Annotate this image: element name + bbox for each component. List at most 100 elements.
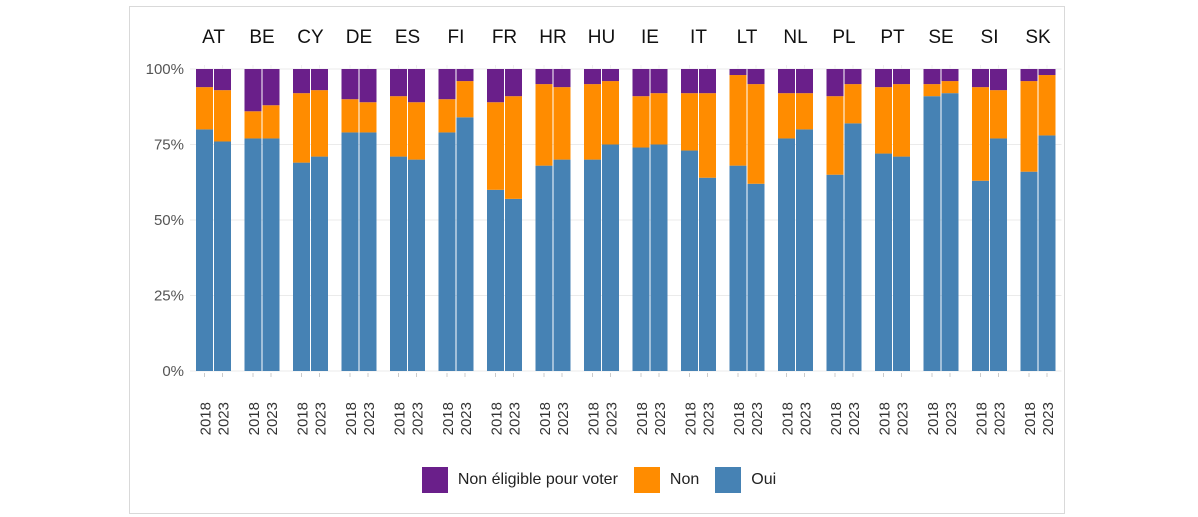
- bar-ie-2018-non: [632, 96, 650, 148]
- facet-label: AT: [202, 27, 225, 48]
- bar-se-2018-oui: [923, 96, 941, 372]
- bar-nl-2023-non: [796, 93, 813, 130]
- legend-label-non: Non: [669, 471, 700, 488]
- bar-lt-2018-non-ligible-pour-voter: [729, 69, 747, 76]
- x-tick-label: 2018: [925, 402, 942, 435]
- bar-fr-2018-non: [487, 102, 504, 190]
- facet-label: ES: [395, 27, 420, 48]
- bar-ie-2023-non-ligible-pour-voter: [650, 69, 668, 94]
- bar-lt-2018-oui: [729, 165, 747, 371]
- bar-fr-2018-non-ligible-pour-voter: [487, 69, 504, 103]
- facet-label: HU: [588, 27, 615, 48]
- bar-de-2018-oui: [341, 132, 359, 371]
- bar-se-2023-non-ligible-pour-voter: [941, 69, 959, 82]
- legend-label-oui: Oui: [751, 471, 777, 488]
- bar-sk-2023-non: [1038, 75, 1056, 136]
- x-tick-label: 2018: [198, 402, 215, 435]
- bar-hr-2023-non: [553, 87, 571, 160]
- bar-fr-2018-oui: [487, 189, 504, 371]
- bar-pt-2018-non: [875, 87, 892, 154]
- bar-nl-2018-non: [778, 93, 795, 139]
- x-tick-label: 2018: [731, 402, 748, 435]
- facet-label: SE: [928, 27, 953, 48]
- bar-cy-2018-non: [293, 93, 310, 163]
- x-tick-label: 2018: [683, 402, 700, 435]
- x-tick-label: 2018: [974, 402, 991, 435]
- bar-ie-2018-non-ligible-pour-voter: [632, 69, 650, 97]
- bar-cy-2023-non: [311, 90, 328, 157]
- facet-label: IT: [690, 27, 707, 48]
- bar-hu-2018-non: [584, 84, 601, 160]
- bar-it-2018-oui: [681, 150, 698, 371]
- bar-es-2018-oui: [390, 156, 407, 371]
- bar-fr-2023-oui: [505, 198, 522, 371]
- bar-hu-2018-non-ligible-pour-voter: [584, 69, 601, 85]
- legend-swatch-oui: [715, 467, 742, 493]
- x-tick-label: 2023: [458, 402, 475, 435]
- facet-label: HR: [539, 27, 566, 48]
- bar-se-2018-non-ligible-pour-voter: [923, 69, 941, 85]
- y-tick-label: 0%: [162, 363, 184, 380]
- x-tick-label: 2023: [846, 402, 863, 435]
- x-tick-label: 2018: [780, 402, 797, 435]
- x-tick-label: 2018: [1022, 402, 1039, 435]
- bar-lt-2023-non-ligible-pour-voter: [747, 69, 765, 85]
- facet-label: BE: [249, 27, 274, 48]
- y-tick-label: 75%: [154, 137, 184, 154]
- bar-sk-2018-non-ligible-pour-voter: [1020, 69, 1038, 82]
- x-tick-label: 2023: [652, 402, 669, 435]
- bar-ie-2023-oui: [650, 144, 668, 371]
- bar-de-2023-non-ligible-pour-voter: [359, 69, 377, 103]
- bar-de-2023-non: [359, 102, 377, 133]
- x-tick-label: 2023: [798, 402, 815, 435]
- x-tick-label: 2023: [604, 402, 621, 435]
- bar-it-2018-non-ligible-pour-voter: [681, 69, 698, 94]
- bar-si-2018-oui: [972, 180, 989, 371]
- facet-label: FI: [448, 27, 465, 48]
- bar-de-2023-oui: [359, 132, 377, 371]
- bar-de-2018-non-ligible-pour-voter: [341, 69, 359, 100]
- y-tick-label: 25%: [154, 288, 184, 305]
- bar-hu-2023-oui: [602, 144, 619, 371]
- bar-ie-2018-oui: [632, 147, 650, 371]
- bar-it-2018-non: [681, 93, 698, 151]
- bar-it-2023-oui: [699, 177, 716, 371]
- bar-si-2018-non-ligible-pour-voter: [972, 69, 989, 88]
- facet-label: LT: [737, 27, 758, 48]
- bar-cy-2018-non-ligible-pour-voter: [293, 69, 310, 94]
- bar-pl-2018-oui: [826, 174, 844, 371]
- bar-pl-2018-non-ligible-pour-voter: [826, 69, 844, 97]
- bar-pt-2018-non-ligible-pour-voter: [875, 69, 892, 88]
- bar-fr-2023-non-ligible-pour-voter: [505, 69, 522, 97]
- bar-fi-2018-oui: [438, 132, 456, 371]
- bar-pl-2018-non: [826, 96, 844, 175]
- bar-nl-2018-non-ligible-pour-voter: [778, 69, 795, 94]
- facet-label: SK: [1025, 27, 1051, 48]
- bar-hr-2023-non-ligible-pour-voter: [553, 69, 571, 88]
- x-tick-label: 2018: [392, 402, 409, 435]
- y-tick-label: 50%: [154, 212, 184, 229]
- x-tick-label: 2018: [586, 402, 603, 435]
- bar-hr-2018-non: [535, 84, 553, 166]
- x-tick-label: 2018: [877, 402, 894, 435]
- bar-be-2023-oui: [262, 138, 280, 371]
- legend-item-oui: Oui: [715, 467, 776, 493]
- facet-label: FR: [492, 27, 517, 48]
- facet-label: PT: [880, 27, 905, 48]
- bar-de-2018-non: [341, 99, 359, 133]
- bar-pl-2023-non: [844, 84, 862, 124]
- x-tick-label: 2023: [749, 402, 766, 435]
- bar-at-2018-non-ligible-pour-voter: [196, 69, 213, 88]
- bar-at-2023-non: [214, 90, 231, 142]
- bar-ie-2023-non: [650, 93, 668, 145]
- bar-se-2018-non: [923, 84, 941, 97]
- bar-sk-2018-non: [1020, 81, 1038, 172]
- bar-at-2023-non-ligible-pour-voter: [214, 69, 231, 91]
- bar-be-2018-oui: [244, 138, 262, 371]
- legend-item-non: Non: [633, 467, 700, 493]
- bar-sk-2023-non-ligible-pour-voter: [1038, 69, 1056, 76]
- bar-hu-2023-non-ligible-pour-voter: [602, 69, 619, 82]
- bar-hr-2023-oui: [553, 159, 571, 371]
- facet-label: NL: [783, 27, 807, 48]
